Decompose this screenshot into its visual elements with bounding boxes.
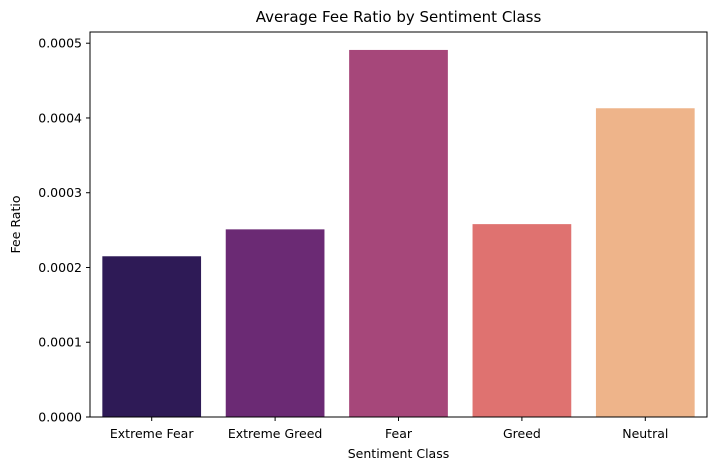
- y-axis: 0.0000 0.0001 0.0002 0.0003 0.0004 0.0005: [38, 36, 90, 425]
- y-tick-label: 0.0002: [38, 260, 82, 275]
- chart-title: Average Fee Ratio by Sentiment Class: [256, 8, 542, 26]
- bar-extreme-greed: [225, 229, 325, 417]
- bar-fear: [349, 49, 448, 418]
- x-tick-label: Neutral: [622, 426, 668, 441]
- y-tick-label: 0.0005: [38, 36, 82, 51]
- y-tick-label: 0.0001: [38, 335, 82, 350]
- x-axis-label: Sentiment Class: [348, 446, 449, 461]
- bar-extreme-fear: [102, 256, 202, 417]
- bar-neutral: [595, 108, 695, 417]
- y-axis-label: Fee Ratio: [8, 196, 23, 254]
- x-tick-label: Extreme Greed: [228, 426, 322, 441]
- y-tick-label: 0.0000: [38, 410, 82, 425]
- x-tick-label: Fear: [385, 426, 413, 441]
- bar-greed: [472, 224, 572, 417]
- x-axis: Extreme Fear Extreme Greed Fear Greed Neutra…: [110, 417, 668, 441]
- x-tick-label: Extreme Fear: [110, 426, 194, 441]
- x-tick-label: Greed: [503, 426, 541, 441]
- bars-layer: [102, 49, 695, 418]
- y-tick-label: 0.0003: [38, 185, 82, 200]
- plot-frame: [89, 31, 708, 418]
- y-tick-label: 0.0004: [38, 110, 82, 125]
